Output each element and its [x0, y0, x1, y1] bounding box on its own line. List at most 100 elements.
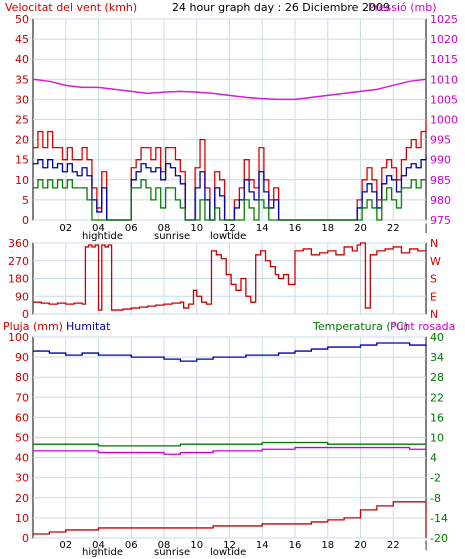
x-tick-label: 14	[256, 223, 269, 234]
y-left-tick-label: 60	[15, 411, 29, 424]
y-left-tick-label: 100	[8, 331, 29, 344]
y-left-tick-label: 0	[22, 214, 29, 227]
y-right-tick-label: W	[430, 255, 441, 268]
y-right-tick-label: N	[430, 308, 438, 321]
series-group	[33, 342, 427, 538]
right-tick-labels: -20 -14 -8 -2 4 10 16 22 28 34 40	[430, 331, 448, 545]
grid	[33, 336, 426, 539]
series-dewpoint	[33, 446, 426, 455]
x-tick-label: 04	[92, 223, 105, 234]
y-left-title: Pluja (mm)	[3, 320, 63, 333]
y-right-tick-label: -14	[430, 512, 448, 525]
series-humidity	[33, 342, 427, 362]
grid	[33, 18, 426, 221]
y-right-tick-label: 1025	[430, 13, 458, 26]
annotation-sunrise: sunrise	[154, 231, 190, 242]
y-right-tick-label: 1020	[430, 33, 458, 46]
x-tick-label: 18	[321, 540, 334, 551]
humidity-title: Humitat	[66, 320, 111, 333]
y-right-tick-label: 975	[430, 214, 451, 227]
y-left-tick-label: 25	[15, 114, 29, 127]
x-tick-label: 16	[289, 223, 302, 234]
series-group	[32, 78, 427, 221]
y-right-tick-label: 1010	[430, 73, 458, 86]
x-tick-label: 12	[223, 223, 236, 234]
y-left-tick-label: 40	[15, 452, 29, 465]
series-temperature	[33, 441, 426, 447]
y-right-tick-label: -20	[430, 532, 448, 545]
y-left-tick-label: 10	[15, 174, 29, 187]
y-right-title: Pressió (mb)	[368, 1, 437, 14]
y-right-tick-label: S	[430, 273, 437, 286]
y-left-tick-label: 15	[15, 154, 29, 167]
annotation-lowtide: lowtide	[210, 231, 246, 242]
y-left-tick-label: 35	[15, 73, 29, 86]
y-right-tick-label: 16	[430, 411, 444, 424]
x-tick-label: 22	[387, 540, 400, 551]
y-right-tick-label: 980	[430, 194, 451, 207]
y-right-tick-label: 995	[430, 134, 451, 147]
y-right-title: Temperatura (°C)	[312, 320, 408, 333]
x-tick-label: 10	[190, 223, 203, 234]
series-pressure	[32, 78, 427, 101]
y-left-tick-label: 40	[15, 53, 29, 66]
y-left-tick-label: 45	[15, 33, 29, 46]
series-wind-speed	[33, 155, 427, 221]
x-tick-label: 02	[59, 223, 72, 234]
y-left-tick-label: 50	[15, 13, 29, 26]
series-wind-min	[33, 179, 426, 221]
y-right-tick-label: -8	[430, 492, 441, 505]
left-tick-labels: 0 5 10 15 20 25 30 35 40 45 50	[15, 13, 29, 227]
series-group	[33, 242, 426, 311]
series-rain	[33, 501, 427, 538]
y-left-tick-label: 20	[15, 492, 29, 505]
x-tick-label: 22	[387, 223, 400, 234]
y-right-tick-label: 985	[430, 174, 451, 187]
y-left-tick-label: 30	[15, 93, 29, 106]
series-wind-direction	[33, 242, 426, 311]
x-tick-label: 12	[223, 540, 236, 551]
y-left-tick-label: 10	[15, 512, 29, 525]
x-tick-labels: 02 04 06 08 10 12 14 16 18 20 22 |	[59, 223, 427, 234]
annotation-lowtide: lowtide	[210, 547, 246, 558]
x-tick-label: 18	[321, 223, 334, 234]
y-right-tick-label: 40	[430, 331, 444, 344]
y-right-tick-label: E	[430, 290, 437, 303]
x-tick-label: 20	[354, 223, 367, 234]
y-right-tick-label: 4	[430, 452, 437, 465]
y-right-tick-label: 990	[430, 154, 451, 167]
x-tick-label: 08	[158, 223, 171, 234]
y-right-tick-label: 1005	[430, 93, 458, 106]
y-left-tick-label: 360	[8, 237, 29, 250]
y-left-tick-label: 5	[22, 194, 29, 207]
y-right-tick-label: 1015	[430, 53, 458, 66]
y-left-tick-label: 90	[15, 290, 29, 303]
y-left-tick-label: 180	[8, 273, 29, 286]
dewpoint-title: Punt rosada	[390, 320, 455, 333]
y-left-tick-label: 70	[15, 391, 29, 404]
y-right-tick-label: N	[430, 237, 438, 250]
y-right-tick-label: 10	[430, 432, 444, 445]
y-left-tick-label: 80	[15, 371, 29, 384]
annotation-sunrise: sunrise	[154, 547, 190, 558]
x-tick-label: 16	[289, 540, 302, 551]
x-tick-label: 14	[256, 540, 269, 551]
x-tick-label: 20	[354, 540, 367, 551]
y-left-tick-label: 90	[15, 351, 29, 364]
left-tick-labels: 0 90 180 270 360	[8, 237, 29, 321]
y-left-tick-label: 50	[15, 432, 29, 445]
x-tick-labels: 02 04 06 08 10 12 14 16 18 20 22 |	[59, 540, 427, 551]
annotation-hightide: hightide	[82, 231, 123, 242]
x-tick-label: |	[424, 540, 427, 551]
x-tick-label: 08	[158, 540, 171, 551]
x-tick-label: 06	[125, 223, 138, 234]
x-tick-label: 02	[59, 540, 72, 551]
x-tick-label: 06	[125, 540, 138, 551]
y-right-tick-label: 28	[430, 371, 444, 384]
left-tick-labels: 0 10 20 30 40 50 60 70 80 90 100	[8, 331, 29, 545]
